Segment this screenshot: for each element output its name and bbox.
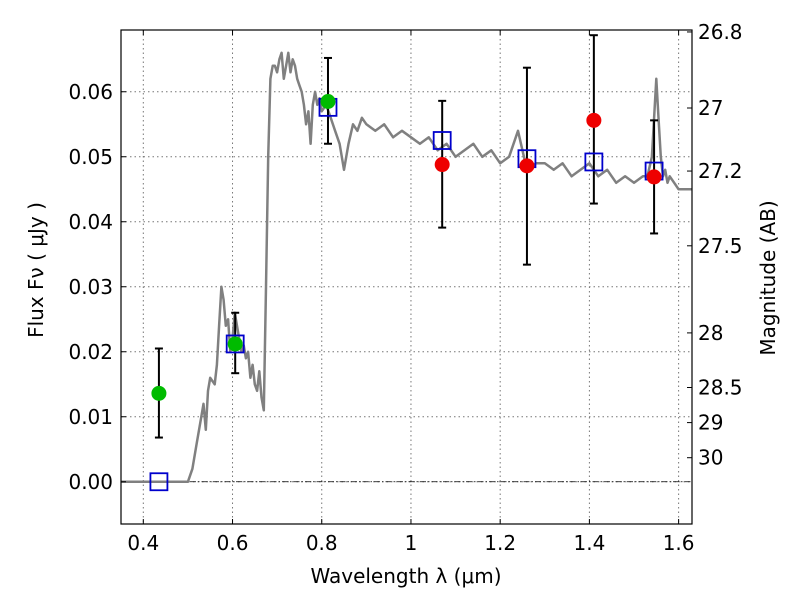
right-axis-label: Magnitude (AB) bbox=[756, 200, 780, 355]
model-photometry-square bbox=[432, 131, 452, 150]
observed-flux-point bbox=[519, 158, 535, 174]
x-tick-label: 1.6 bbox=[663, 531, 695, 555]
model-photometry-square bbox=[584, 152, 604, 172]
x-tick-label: 0.6 bbox=[217, 531, 249, 555]
model-photometry-square bbox=[225, 334, 245, 354]
right-tick-label: 30 bbox=[698, 446, 723, 470]
right-tick-label: 28.5 bbox=[698, 376, 743, 400]
y-tick-label: 0.06 bbox=[68, 80, 113, 104]
right-axis-ticks: 26.8 27 27.2 27.5 28 28.5 29 30 bbox=[687, 20, 743, 470]
observed-flux-point bbox=[320, 94, 336, 109]
y-axis-label: Flux Fν ( μJy ) bbox=[24, 202, 48, 338]
data-markers bbox=[149, 94, 664, 492]
spectrum-line bbox=[121, 51, 692, 484]
y-axis-ticks: 0.00 0.01 0.02 0.03 0.04 0.05 0.06 bbox=[68, 80, 126, 494]
observed-flux-point bbox=[646, 169, 662, 185]
right-tick-label: 29 bbox=[698, 411, 723, 435]
observed-flux-point bbox=[151, 385, 167, 401]
y-tick-label: 0.02 bbox=[68, 340, 113, 364]
observed-flux-point bbox=[586, 112, 602, 128]
y-tick-label: 0.03 bbox=[68, 275, 113, 299]
y-tick-label: 0.00 bbox=[68, 470, 113, 494]
x-tick-label: 1.4 bbox=[573, 531, 605, 555]
y-tick-label: 0.05 bbox=[68, 145, 113, 169]
right-tick-label: 27 bbox=[698, 96, 723, 120]
plot-frame bbox=[120, 29, 693, 525]
observed-flux-point bbox=[434, 157, 450, 173]
model-photometry-square bbox=[149, 472, 169, 492]
right-tick-label: 26.8 bbox=[698, 20, 743, 44]
observed-flux-point bbox=[227, 336, 243, 352]
model-spectrum bbox=[121, 51, 692, 484]
x-axis-ticks: 0.4 0.6 0.8 1 1.2 1.4 1.6 bbox=[127, 30, 695, 555]
x-tick-label: 0.8 bbox=[306, 531, 338, 555]
right-tick-label: 27.5 bbox=[698, 234, 743, 258]
x-tick-label: 1 bbox=[405, 531, 418, 555]
right-tick-label: 28 bbox=[698, 321, 723, 345]
x-tick-label: 1.2 bbox=[484, 531, 516, 555]
x-tick-label: 0.4 bbox=[127, 531, 159, 555]
x-axis-label: Wavelength λ (μm) bbox=[310, 564, 501, 588]
y-tick-label: 0.01 bbox=[68, 405, 113, 429]
y-tick-label: 0.04 bbox=[68, 210, 113, 234]
right-tick-label: 27.2 bbox=[698, 159, 743, 183]
